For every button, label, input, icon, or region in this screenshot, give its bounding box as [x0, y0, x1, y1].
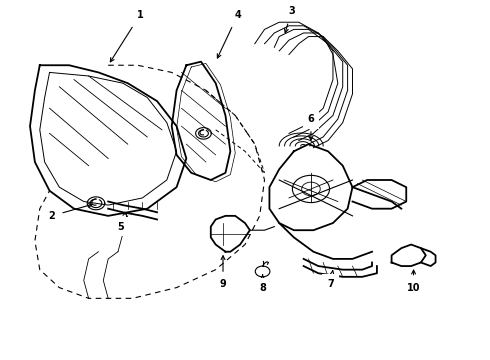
Text: 5: 5: [117, 212, 126, 231]
Text: 8: 8: [259, 275, 266, 293]
Text: 7: 7: [327, 271, 334, 289]
Text: 10: 10: [407, 270, 420, 293]
Text: 1: 1: [110, 10, 143, 62]
Text: 4: 4: [217, 10, 241, 58]
Text: 6: 6: [308, 114, 315, 140]
Text: 3: 3: [284, 6, 295, 33]
Text: 9: 9: [220, 256, 226, 289]
Text: 2: 2: [49, 204, 92, 221]
